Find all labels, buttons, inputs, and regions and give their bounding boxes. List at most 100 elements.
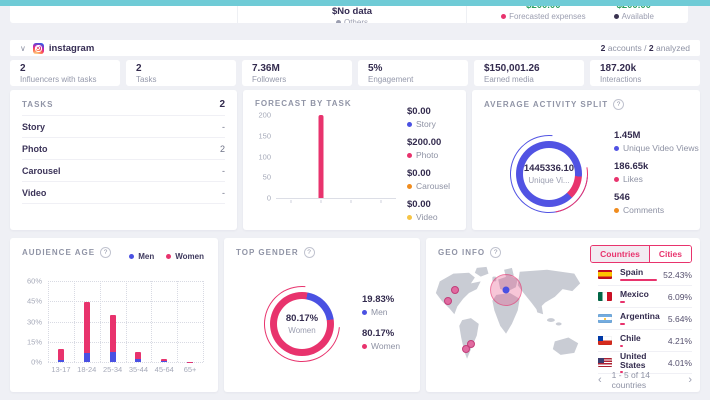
x-axis-label: 25-34 <box>102 365 123 374</box>
help-icon[interactable] <box>613 99 625 110</box>
network-name: instagram <box>48 42 95 54</box>
legend-dot-icon <box>407 183 412 189</box>
task-row: Carousel - <box>22 160 225 182</box>
instagram-icon <box>32 42 44 54</box>
legend-value: $200.00 <box>407 137 442 148</box>
others-dot-icon <box>335 20 341 23</box>
stat-value: $150,001.26 <box>484 63 540 74</box>
help-icon[interactable] <box>303 247 315 258</box>
task-value: - <box>222 121 225 132</box>
country-share-bar <box>620 322 625 325</box>
legend-dot-icon <box>407 214 412 220</box>
others-value: $No data <box>331 6 373 17</box>
map-marker-spain[interactable] <box>490 273 523 306</box>
geo-tab-cities[interactable]: Cities <box>649 246 691 262</box>
country-list: Spain 52.43% Mexico 6.09% Argentina 5.64% Chil… <box>598 264 692 374</box>
bar-men <box>57 359 64 362</box>
top-card-empty <box>10 6 238 23</box>
stat-label: Earned media <box>484 75 534 84</box>
gender-center-label: Women <box>288 326 316 335</box>
country-row-chile[interactable]: Chile 4.21% <box>598 330 692 352</box>
map-marker-mexico[interactable] <box>443 297 452 306</box>
legend-dot-icon <box>129 254 135 259</box>
country-row-argentina[interactable]: Argentina 5.64% <box>598 308 692 330</box>
legend-value: $0.00 <box>407 168 431 179</box>
map-marker-united-states[interactable] <box>450 285 459 294</box>
pagination-next-icon[interactable]: › <box>688 374 692 386</box>
spain-flag-icon <box>598 270 612 279</box>
activity-donut-center: 1445336.10 Unique Vi... <box>510 135 588 213</box>
top-accent-bar <box>0 0 710 6</box>
argentina-flag-icon <box>598 314 612 323</box>
mexico-flag-icon <box>598 292 612 301</box>
legend-label: Story <box>416 119 436 129</box>
gender-donut <box>270 292 334 356</box>
country-name: Mexico <box>620 289 649 300</box>
legend-item: 186.65k Likes <box>614 161 699 184</box>
gender-donut-center: 80.17% Women <box>264 286 340 362</box>
country-name: Spain <box>620 267 644 278</box>
help-icon[interactable] <box>100 247 112 258</box>
y-axis-label: 45% <box>26 296 42 306</box>
stat-card: 2 Tasks <box>126 60 236 86</box>
legend-item: 546 Comments <box>614 192 699 215</box>
stat-label: Followers <box>252 75 287 84</box>
task-label: Photo <box>22 143 48 154</box>
task-value: - <box>222 165 225 176</box>
instagram-section-header[interactable]: ∨ instagram 2 accounts / 2 analyzed <box>10 40 700 56</box>
help-icon[interactable] <box>490 247 502 258</box>
country-name: Chile <box>620 333 641 344</box>
country-row-spain[interactable]: Spain 52.43% <box>598 264 692 286</box>
stat-card: 5% Engagement <box>358 60 468 86</box>
others-legend: Others <box>238 18 466 23</box>
bar-photo <box>318 115 324 198</box>
x-axis-tick <box>380 200 382 203</box>
top-gender-title: TOP GENDER <box>236 248 299 257</box>
map-marker-chile[interactable] <box>461 344 470 353</box>
stat-value: 5% <box>368 63 383 74</box>
bar-women <box>109 314 116 352</box>
stat-value: 7.36M <box>252 63 280 74</box>
legend-item-men[interactable]: Men <box>129 252 154 261</box>
legend-item: $0.00 Carousel <box>407 168 450 191</box>
country-share-bar <box>620 371 624 374</box>
audience-age-card: AUDIENCE AGE Men Women 60% 45% 30% 15% 0% 13-… <box>10 238 218 392</box>
map-marker-argentina[interactable] <box>466 340 475 349</box>
others-label: Others <box>343 18 368 23</box>
legend-label-row: Women <box>362 341 400 351</box>
accounts-count: 2 <box>600 43 606 53</box>
stat-card: 7.36M Followers <box>242 60 352 86</box>
country-percentage: 4.01% <box>667 357 692 368</box>
x-axis-line <box>276 198 396 199</box>
country-row-mexico[interactable]: Mexico 6.09% <box>598 286 692 308</box>
legend-label-row: Men <box>362 307 400 317</box>
legend-value: 546 <box>614 192 630 203</box>
country-name: Argentina <box>620 311 660 322</box>
activity-center-label: Unique Vi... <box>528 176 570 185</box>
activity-legend: 1.45M Unique Video Views 186.65k Likes 546 Co… <box>614 130 699 215</box>
y-axis-label: 50 <box>262 172 271 182</box>
top-gender-card: TOP GENDER 80.17% Women 19.83% Men 80.17% W… <box>224 238 420 392</box>
task-value: - <box>222 187 225 198</box>
geo-tab-countries[interactable]: Countries <box>591 246 650 262</box>
stat-value: 187.20k <box>600 63 637 74</box>
analyzed-count: 2 <box>648 43 654 53</box>
country-percentage: 52.43% <box>663 269 692 280</box>
accounts-summary: 2 accounts / 2 analyzed <box>601 43 690 53</box>
task-label: Carousel <box>22 165 61 176</box>
chevron-down-icon[interactable]: ∨ <box>20 43 26 53</box>
x-axis-tick <box>320 200 322 203</box>
legend-item-women[interactable]: Women <box>166 252 204 261</box>
gridline <box>151 281 153 362</box>
legend-dot-icon <box>362 343 367 349</box>
pagination-prev-icon[interactable]: ‹ <box>598 374 602 386</box>
stat-label: Interactions <box>600 75 642 84</box>
country-row-united-states[interactable]: United States 4.01% <box>598 351 692 374</box>
legend-item: 80.17% Women <box>362 328 400 351</box>
gridline <box>125 281 127 362</box>
top-cards-strip: $No data Others $200.00 Forecasted expen… <box>10 6 688 23</box>
legend-dot-icon <box>614 145 619 151</box>
legend-dot-icon <box>362 309 367 315</box>
x-axis-label: 35-44 <box>128 365 148 374</box>
pagination-text: 1 - 5 of 14 countries <box>611 370 650 390</box>
